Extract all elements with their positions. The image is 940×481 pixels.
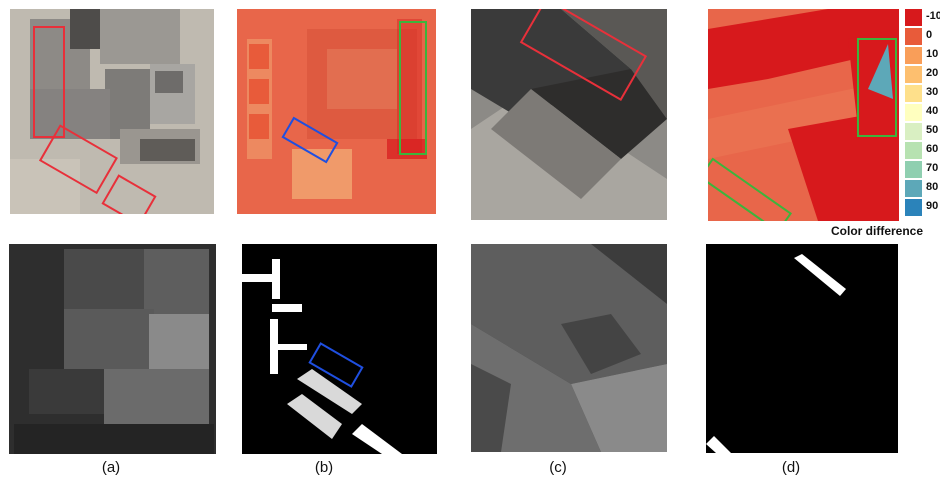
legend-swatch	[905, 180, 922, 197]
legend-swatch	[905, 123, 922, 140]
legend-swatch	[905, 142, 922, 159]
legend-label: 40	[926, 105, 939, 117]
legend-item: 10	[905, 47, 939, 64]
legend-swatch	[905, 199, 922, 216]
legend-item: 0	[905, 28, 939, 45]
legend-item: 20	[905, 66, 939, 83]
panel-b-binary-mask	[242, 244, 437, 454]
legend-swatch	[905, 47, 922, 64]
legend-item: 70	[905, 161, 939, 178]
legend-label: 70	[926, 162, 939, 174]
legend-label: 90	[926, 200, 939, 212]
legend-swatch	[905, 161, 922, 178]
caption-d: (d)	[781, 459, 801, 476]
legend-item: 80	[905, 180, 939, 197]
legend-label: 10	[926, 48, 939, 60]
caption-b: (b)	[314, 459, 334, 476]
panel-b-difference-map	[237, 9, 436, 214]
panel-d-difference-map	[708, 9, 899, 221]
panel-a-depth-map	[9, 244, 216, 454]
legend-label: 60	[926, 143, 939, 155]
legend-item: 50	[905, 123, 939, 140]
legend-swatch	[905, 85, 922, 102]
legend-label: 0	[926, 29, 933, 41]
caption-a: (a)	[101, 459, 121, 476]
legend-swatch	[905, 104, 922, 121]
legend-item: 60	[905, 142, 939, 159]
legend-label: 50	[926, 124, 939, 136]
legend-item: 30	[905, 85, 939, 102]
caption-c: (c)	[549, 459, 567, 476]
legend-title: Color difference	[831, 224, 924, 238]
legend-item: -10	[905, 9, 940, 26]
legend-label: 80	[926, 181, 939, 193]
panel-c-aerial-image	[471, 9, 667, 220]
panel-c-depth-map	[471, 244, 667, 452]
legend-label: 30	[926, 86, 939, 98]
legend-item: 40	[905, 104, 939, 121]
legend-swatch	[905, 66, 922, 83]
legend-swatch	[905, 28, 922, 45]
legend-label: 20	[926, 67, 939, 79]
legend-label: -10	[926, 10, 940, 22]
legend-swatch	[905, 9, 922, 26]
legend-item: 90	[905, 199, 939, 216]
panel-a-aerial-image	[10, 9, 214, 214]
panel-d-binary-mask	[706, 244, 898, 453]
